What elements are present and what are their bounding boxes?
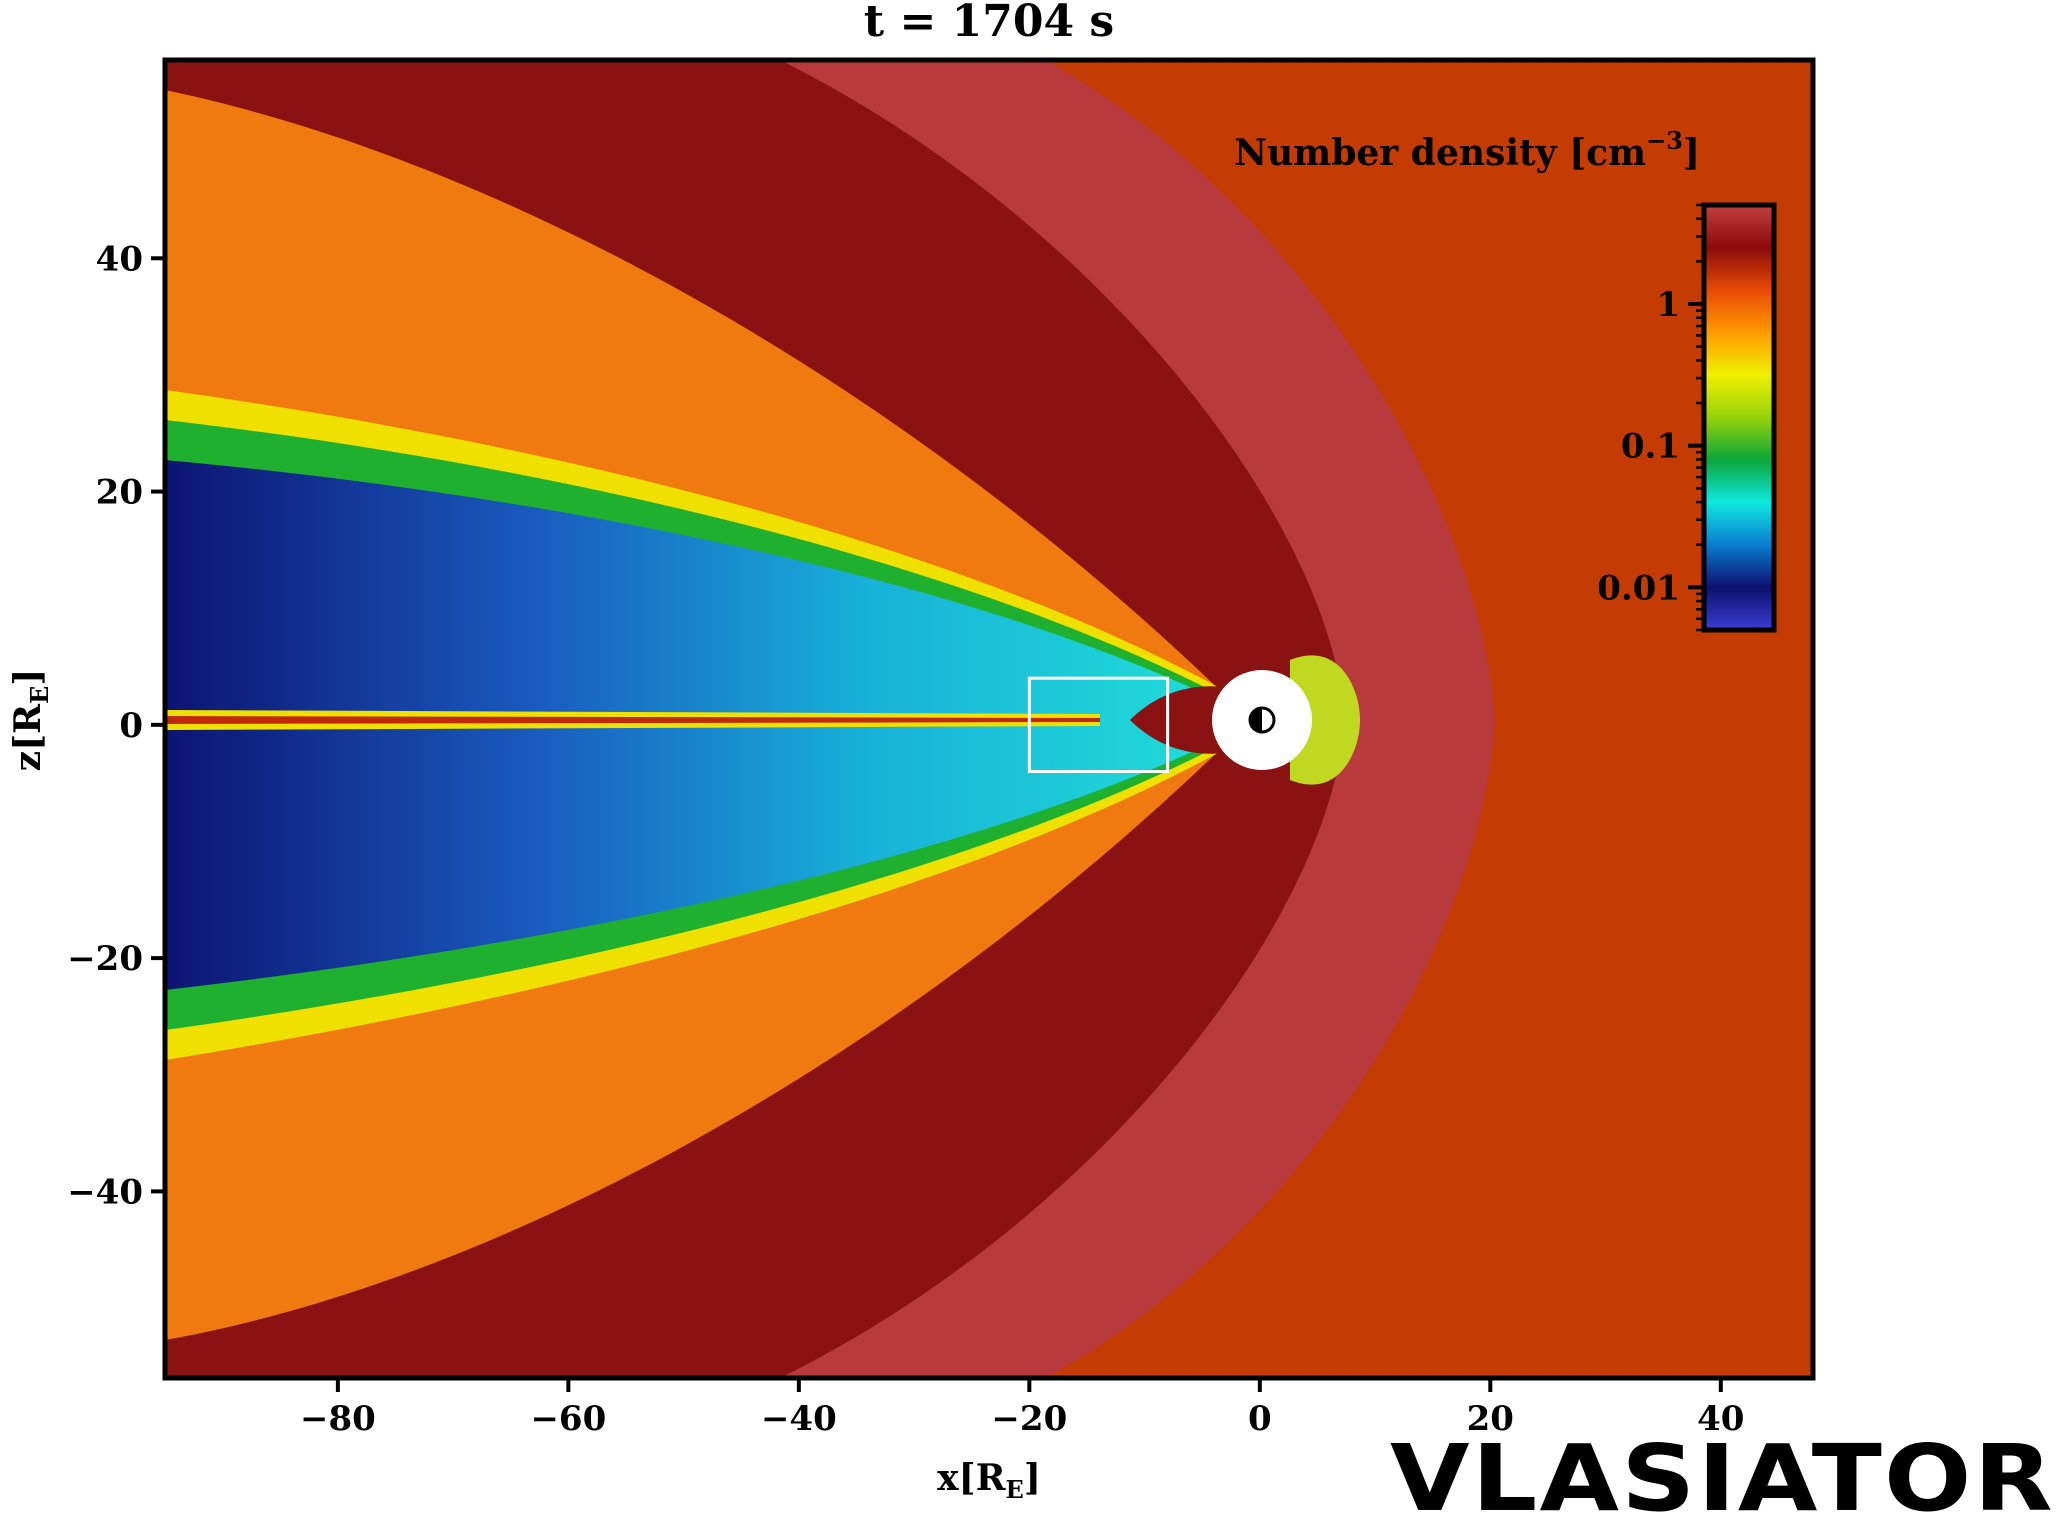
y-axis-label: z[RE]: [7, 669, 54, 772]
x-tick-label: −60: [530, 1399, 606, 1439]
plot-area: [165, 60, 1813, 1378]
colorbar-label: Number density [cm−3]: [1234, 126, 1700, 174]
earth-night-half: [1250, 708, 1262, 732]
y-tick-label: 40: [96, 239, 143, 279]
x-tick-label: 40: [1697, 1399, 1744, 1439]
y-tick-label: −20: [67, 939, 143, 979]
plasma-sheet-core: [165, 716, 1100, 724]
x-tick-label: −80: [300, 1399, 376, 1439]
colorbar-ticks: 1 0.1 0.01: [1597, 203, 1704, 632]
y-tick-label: −40: [67, 1172, 143, 1212]
y-tick-label: 20: [96, 473, 143, 513]
colorbar: [1701, 202, 1777, 633]
plot-frame: [162, 57, 1816, 1381]
colorbar-tick-label: 0.1: [1621, 427, 1680, 467]
y-ticks: −40 −20 0 20 40: [67, 239, 165, 1212]
x-tick-label: 0: [1248, 1399, 1272, 1439]
colorbar-tick-label: 0.01: [1597, 568, 1680, 608]
x-axis-label: x[RE]: [937, 1457, 1041, 1504]
x-tick-label: −20: [991, 1399, 1067, 1439]
inner-magnetosphere: [1130, 686, 1240, 754]
vlasiator-logo: VLASIATOR: [1390, 1425, 2055, 1528]
x-ticks: −80 −60 −40 −20 0 20 40: [300, 1378, 1744, 1439]
dayside-cap: [1290, 655, 1360, 785]
colorbar-tick-label: 1: [1656, 285, 1680, 325]
y-tick-label: 0: [119, 706, 143, 746]
annotation-box: [1027, 676, 1170, 773]
logo-text: VLASIATOR: [1390, 1425, 2055, 1528]
chart-title: t = 1704 s: [864, 0, 1114, 47]
x-tick-label: −40: [761, 1399, 837, 1439]
x-tick-label: 20: [1467, 1399, 1514, 1439]
